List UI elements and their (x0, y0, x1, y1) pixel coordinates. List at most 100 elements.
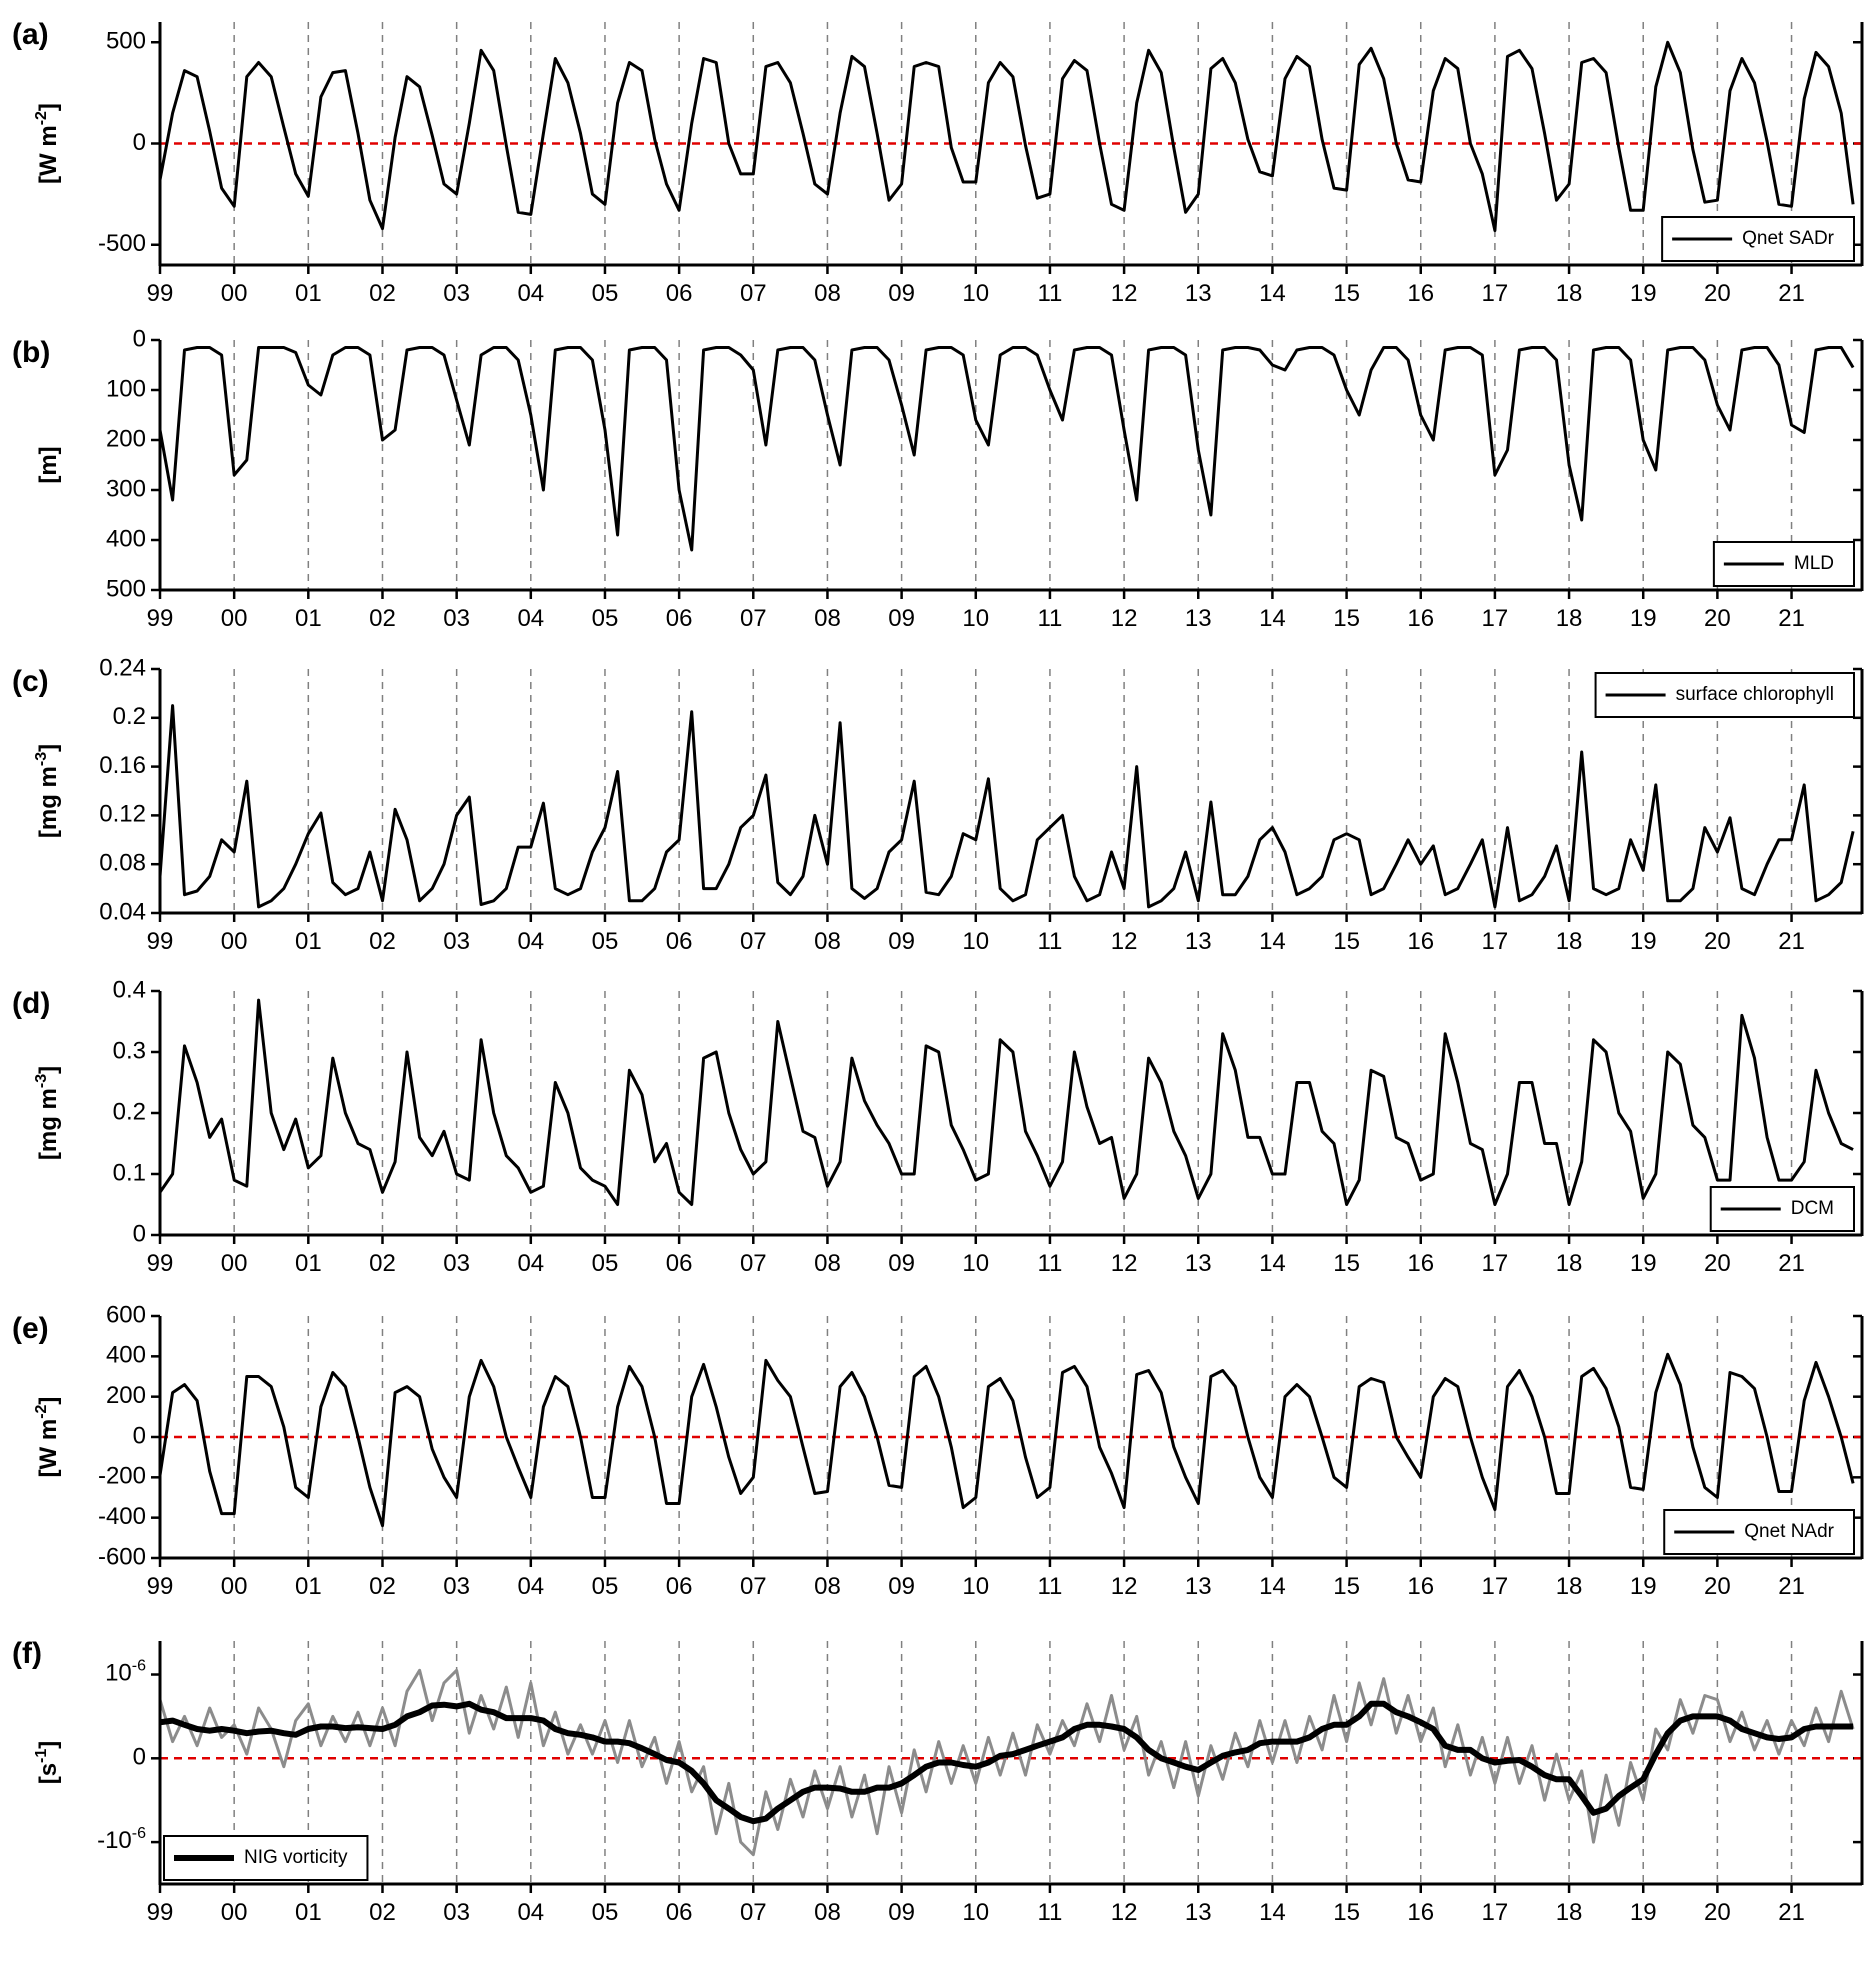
tick-label-base: 10 (962, 1899, 989, 1926)
series-line (160, 704, 1855, 909)
y-axis-label-part: -2 (33, 111, 50, 125)
tick-label: 06 (666, 1899, 693, 1926)
tick-label: 400 (106, 1342, 146, 1369)
tick-label-base: 18 (1556, 1899, 1583, 1926)
tick-label: 01 (295, 280, 322, 307)
tick-label-base: 07 (740, 280, 767, 307)
tick-label-base: 05 (592, 1573, 619, 1600)
panel-label: (d) (12, 987, 50, 1020)
tick-label-base: 11 (1037, 1250, 1062, 1277)
tick-label: 13 (1185, 280, 1212, 307)
y-axis-label-part: -1 (33, 1749, 50, 1763)
y-axis-label-part: ] (35, 103, 62, 111)
tick-label-base: 03 (443, 605, 470, 632)
tick-label: 21 (1778, 1573, 1805, 1600)
tick-label-base: 04 (517, 1573, 544, 1600)
tick-label-base: 05 (592, 1250, 619, 1277)
tick-label: 00 (221, 1250, 248, 1277)
legend: Qnet SADr (1661, 216, 1855, 262)
legend: DCM (1709, 1186, 1855, 1232)
tick-label: 02 (369, 928, 396, 955)
tick-label: 13 (1185, 1573, 1212, 1600)
tick-label-base: 14 (1259, 280, 1286, 307)
tick-label-base: 99 (147, 928, 174, 955)
tick-label-base: 20 (1704, 280, 1731, 307)
tick-label: 10 (962, 1899, 989, 1926)
tick-label-base: 01 (295, 1573, 322, 1600)
tick-label: 14 (1259, 1573, 1286, 1600)
tick-label: 12 (1111, 928, 1138, 955)
tick-label: 06 (666, 605, 693, 632)
tick-label: 15 (1333, 1573, 1360, 1600)
tick-label: 11 (1037, 1899, 1062, 1926)
tick-label: 00 (221, 1899, 248, 1926)
tick-label-base: 17 (1482, 928, 1509, 955)
tick-label-base: 19 (1630, 1899, 1657, 1926)
tick-label: 04 (517, 1899, 544, 1926)
panel-label: (c) (12, 665, 49, 698)
tick-label: 01 (295, 1573, 322, 1600)
tick-label: 600 (106, 1301, 146, 1328)
tick-label: 400 (106, 525, 146, 552)
tick-label: 01 (295, 928, 322, 955)
tick-label-base: 03 (443, 1250, 470, 1277)
tick-label: 17 (1482, 1899, 1509, 1926)
legend: MLD (1712, 541, 1855, 587)
tick-label: 17 (1482, 1250, 1509, 1277)
tick-label-base: 99 (147, 605, 174, 632)
tick-label: 13 (1185, 605, 1212, 632)
tick-label: 02 (369, 1899, 396, 1926)
tick-label-base: 12 (1111, 1573, 1138, 1600)
series-line (160, 346, 1855, 552)
tick-label: 16 (1407, 280, 1434, 307)
tick-label: 07 (740, 605, 767, 632)
tick-label-base: 11 (1037, 1899, 1062, 1926)
tick-label: 17 (1482, 605, 1509, 632)
panel: 99 00 01 02 03 04 05 06 07 08 09 10 11 12 13 14 15 16 17 18… (12, 325, 1864, 632)
y-axis-label-part: ] (35, 744, 62, 752)
tick-label-base: 08 (814, 928, 841, 955)
tick-label-base: 14 (1259, 605, 1286, 632)
tick-label-base: 11 (1037, 928, 1062, 955)
tick-label: -10-6 (97, 1825, 146, 1855)
tick-label-base: 20 (1704, 928, 1731, 955)
tick-label: 99 (147, 280, 174, 307)
tick-label: 10-6 (105, 1657, 146, 1687)
tick-label-base: 01 (295, 1899, 322, 1926)
tick-label-base: 15 (1333, 1250, 1360, 1277)
tick-label-base: 10 (105, 1660, 132, 1687)
tick-label: 04 (517, 928, 544, 955)
tick-label: 04 (517, 1250, 544, 1277)
tick-label-base: 05 (592, 280, 619, 307)
tick-label-base: 14 (1259, 928, 1286, 955)
y-axis-label-part: ] (35, 1397, 62, 1405)
tick-label: 07 (740, 280, 767, 307)
tick-label-base: 00 (221, 928, 248, 955)
series-line (160, 40, 1855, 233)
tick-label: 14 (1259, 1899, 1286, 1926)
y-axis-label: [s-1] (33, 1741, 63, 1785)
tick-label: -200 (98, 1463, 146, 1490)
tick-label: 03 (443, 928, 470, 955)
tick-label: 11 (1037, 605, 1062, 632)
tick-label: 16 (1407, 1573, 1434, 1600)
tick-label-base: 14 (1259, 1899, 1286, 1926)
tick-label-base: 10 (962, 928, 989, 955)
y-axis-label-part: [s (35, 1763, 62, 1784)
tick-label: 99 (147, 1573, 174, 1600)
tick-label: 20 (1704, 1250, 1731, 1277)
tick-label-base: 01 (295, 928, 322, 955)
tick-label-base: 21 (1778, 1899, 1805, 1926)
tick-label-base: 04 (517, 1899, 544, 1926)
legend: surface chlorophyll (1594, 672, 1855, 718)
panel-label: (b) (12, 336, 50, 369)
tick-label-base: 10 (962, 280, 989, 307)
tick-label-base: 09 (888, 280, 915, 307)
tick-label-base: 07 (740, 1573, 767, 1600)
y-axis-label: [mg m-3] (33, 744, 63, 838)
tick-label: 09 (888, 605, 915, 632)
tick-label-base: 06 (666, 1250, 693, 1277)
tick-label: 01 (295, 1250, 322, 1277)
y-axis-label-part: ] (35, 1066, 62, 1074)
tick-label-base: 04 (517, 605, 544, 632)
